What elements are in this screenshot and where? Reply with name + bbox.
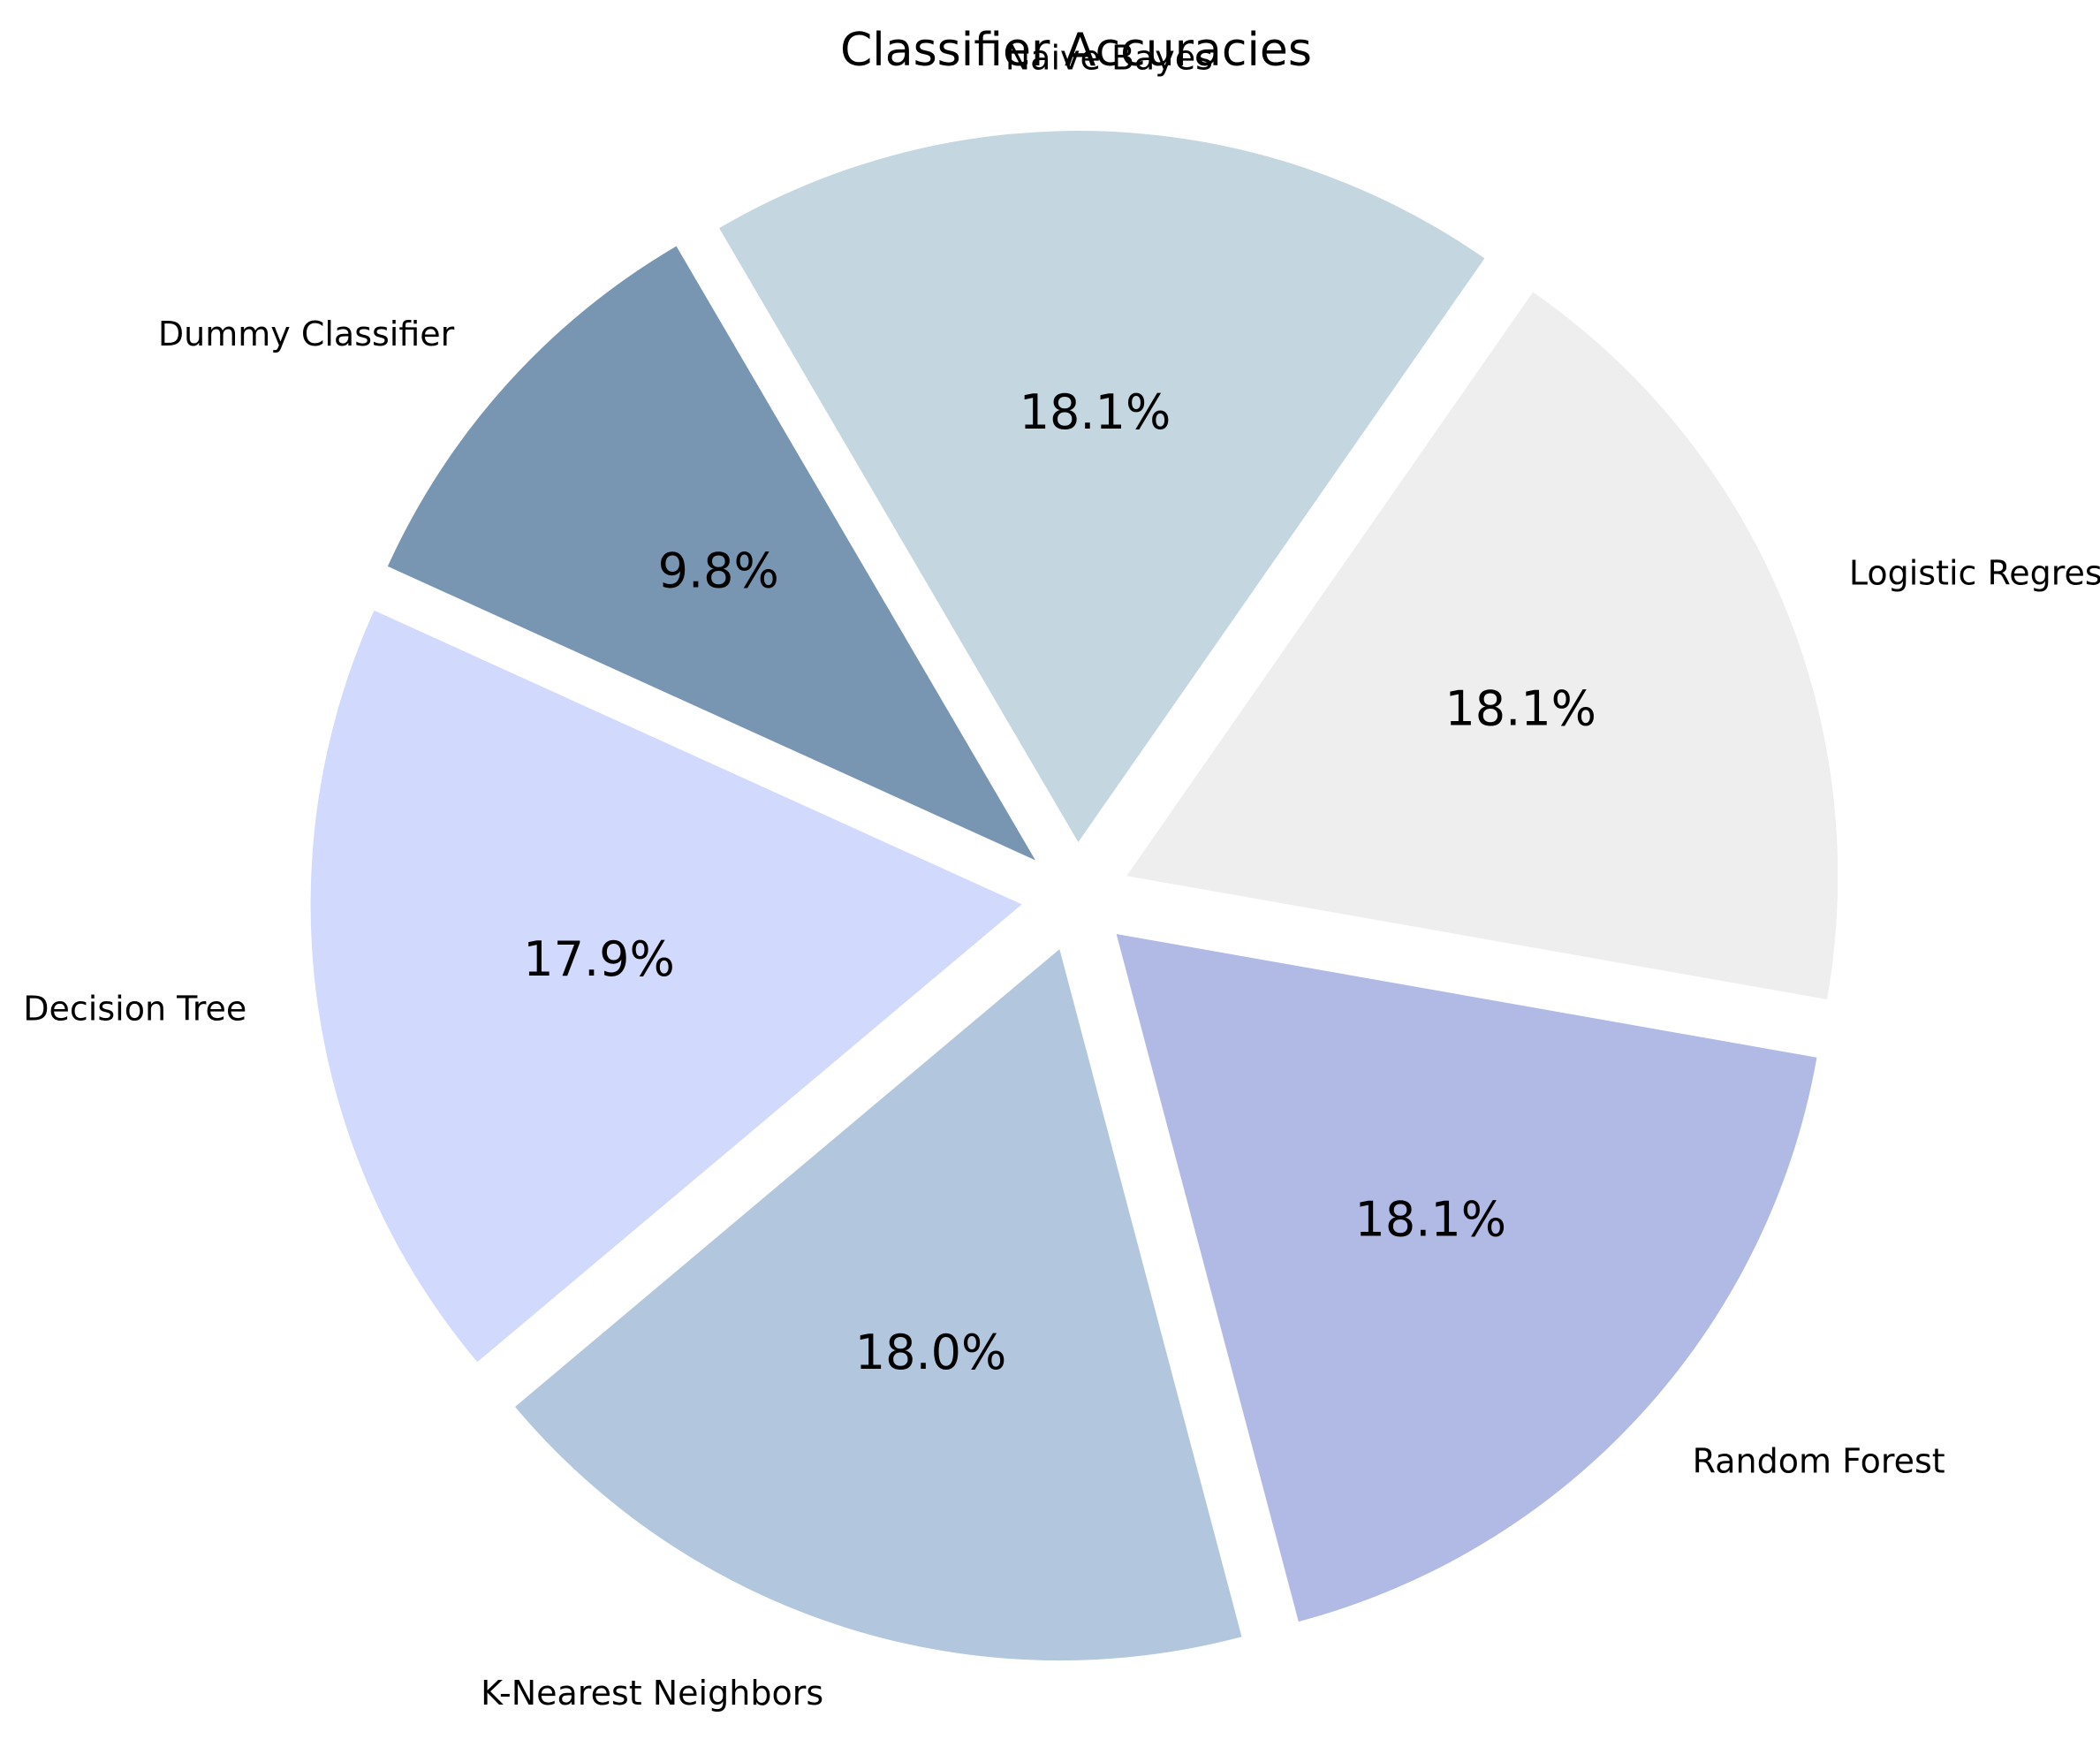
pct-label-decision-tree: 17.9% bbox=[523, 931, 675, 987]
pie-slice-dummy-classifier bbox=[387, 246, 1035, 861]
pie-slice-random-forest bbox=[1116, 933, 1817, 1622]
pct-label-random-forest: 18.1% bbox=[1355, 1191, 1507, 1247]
label-logistic-regression: Logistic Regression bbox=[1849, 554, 2100, 593]
label-naive-bayes: Naive Bayes bbox=[1005, 39, 1213, 78]
pie-slice-decision-tree bbox=[310, 610, 1022, 1363]
label-random-forest: Random Forest bbox=[1693, 1442, 1945, 1481]
pie-slices bbox=[310, 131, 1838, 1661]
chart-title: Classifier Accuracies bbox=[840, 24, 1312, 77]
pct-label-dummy-classifier: 9.8% bbox=[658, 543, 779, 599]
pie-slice-k-nearest-neighbors bbox=[514, 949, 1242, 1661]
category-labels: Logistic Regression Naive Bayes Dummy Clas… bbox=[23, 39, 2100, 1713]
pct-label-logistic-regression: 18.1% bbox=[1444, 680, 1596, 736]
pie-slice-naive-bayes bbox=[719, 131, 1485, 843]
pct-label-k-nearest-neighbors: 18.0% bbox=[855, 1325, 1007, 1380]
pie-slice-logistic-regression bbox=[1126, 292, 1838, 999]
pct-label-naive-bayes: 18.1% bbox=[1020, 384, 1171, 440]
label-decision-tree: Decision Tree bbox=[23, 989, 246, 1028]
label-dummy-classifier: Dummy Classifier bbox=[158, 315, 455, 353]
percentage-labels: 18.1% 18.1% 9.8% 17.9% 18.0% 18.1% bbox=[523, 384, 1596, 1380]
label-k-nearest-neighbors: K-Nearest Neighbors bbox=[481, 1674, 823, 1713]
